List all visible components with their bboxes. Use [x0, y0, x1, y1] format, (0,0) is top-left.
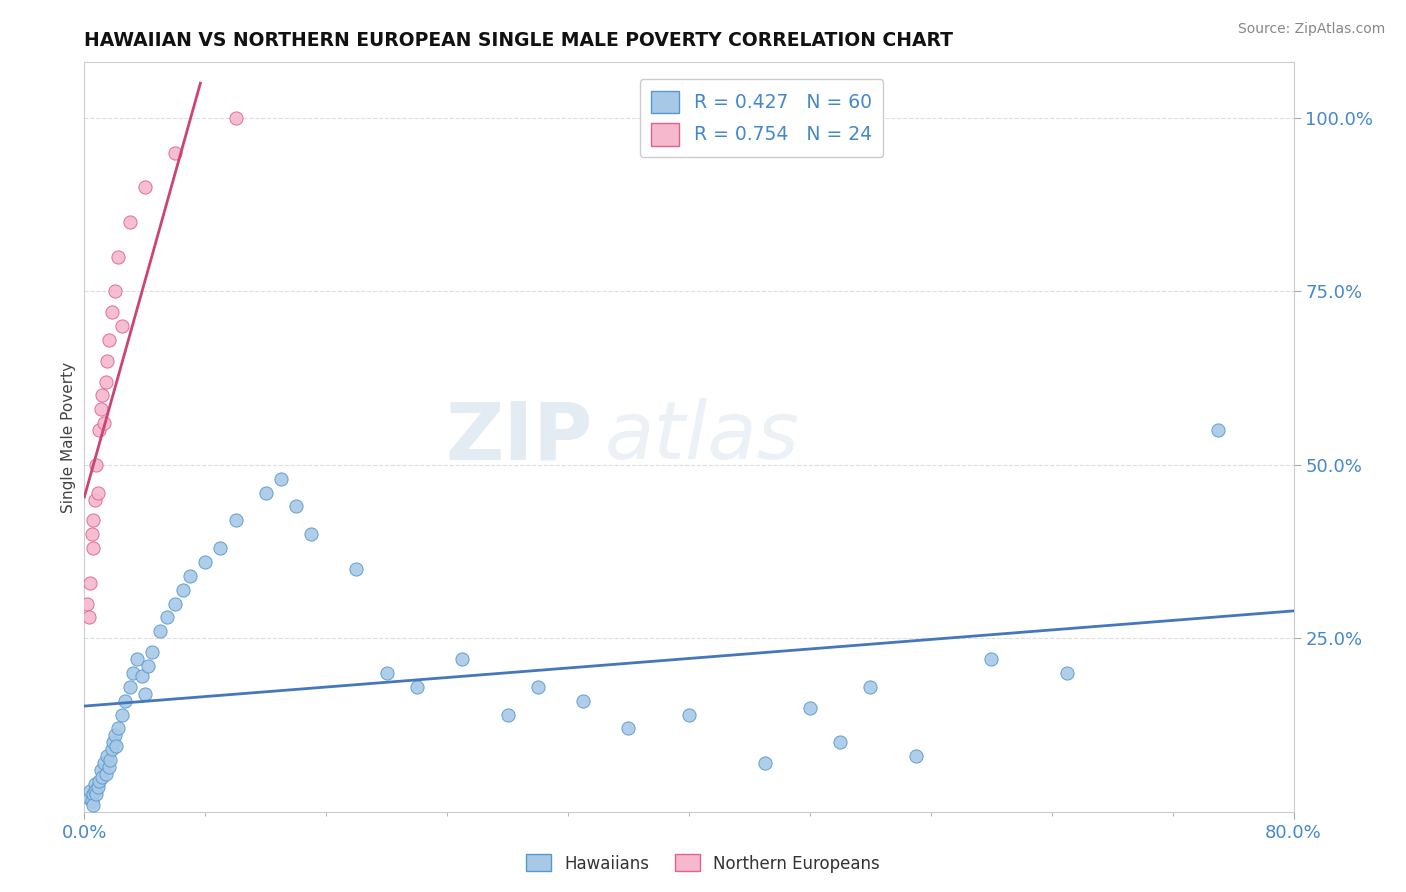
Point [754, 756, 776, 771]
Point [172, 582, 194, 597]
Text: atlas: atlas [605, 398, 799, 476]
Point [209, 541, 232, 555]
Point [149, 624, 172, 639]
Point [107, 722, 129, 736]
Point [89, 423, 111, 437]
Point [299, 527, 322, 541]
Point [101, 735, 124, 749]
Point [86, 458, 108, 472]
Point [678, 707, 700, 722]
Point [527, 680, 550, 694]
Point [96, 353, 118, 368]
Point [346, 562, 368, 576]
Legend: R = 0.427   N = 60, R = 0.754   N = 24: R = 0.427 N = 60, R = 0.754 N = 24 [640, 79, 883, 157]
Point [156, 610, 179, 624]
Point [451, 652, 474, 666]
Point [84, 492, 107, 507]
Point [80, 794, 103, 808]
Point [165, 597, 187, 611]
Point [134, 180, 156, 194]
Point [82, 541, 104, 555]
Point [1206, 423, 1229, 437]
Point [107, 250, 129, 264]
Point [118, 215, 141, 229]
Point [84, 777, 107, 791]
Legend: Hawaiians, Northern Europeans: Hawaiians, Northern Europeans [520, 847, 886, 880]
Point [104, 285, 127, 299]
Point [82, 513, 104, 527]
Point [104, 728, 127, 742]
Point [111, 319, 134, 334]
Point [97, 333, 120, 347]
Point [77, 610, 100, 624]
Point [97, 759, 120, 773]
Point [111, 707, 134, 722]
Text: Source: ZipAtlas.com: Source: ZipAtlas.com [1237, 22, 1385, 37]
Point [82, 797, 104, 812]
Point [91, 388, 114, 402]
Point [285, 500, 308, 514]
Text: HAWAIIAN VS NORTHERN EUROPEAN SINGLE MALE POVERTY CORRELATION CHART: HAWAIIAN VS NORTHERN EUROPEAN SINGLE MAL… [84, 30, 953, 50]
Text: ZIP: ZIP [444, 398, 592, 476]
Point [904, 749, 927, 764]
Point [79, 575, 101, 590]
Point [82, 788, 104, 802]
Point [165, 145, 187, 160]
Point [617, 722, 640, 736]
Point [90, 402, 112, 417]
Point [80, 527, 103, 541]
Point [121, 665, 143, 680]
Point [79, 784, 101, 798]
Y-axis label: Single Male Poverty: Single Male Poverty [60, 361, 76, 513]
Point [93, 756, 115, 771]
Point [225, 513, 247, 527]
Point [141, 645, 163, 659]
Point [375, 665, 398, 680]
Point [859, 680, 882, 694]
Point [179, 569, 201, 583]
Point [91, 770, 114, 784]
Point [980, 652, 1002, 666]
Point [406, 680, 429, 694]
Point [136, 659, 159, 673]
Point [114, 694, 136, 708]
Point [572, 694, 595, 708]
Point [76, 597, 98, 611]
Point [87, 485, 110, 500]
Point [194, 555, 217, 569]
Point [89, 773, 111, 788]
Point [94, 375, 117, 389]
Point [1056, 665, 1078, 680]
Point [830, 735, 852, 749]
Point [118, 680, 141, 694]
Point [254, 485, 277, 500]
Point [105, 739, 128, 753]
Point [100, 742, 122, 756]
Point [98, 753, 121, 767]
Point [87, 780, 110, 795]
Point [496, 707, 519, 722]
Point [134, 687, 156, 701]
Point [225, 111, 247, 125]
Point [94, 766, 117, 780]
Point [131, 669, 153, 683]
Point [127, 652, 149, 666]
Point [96, 749, 118, 764]
Point [77, 790, 100, 805]
Point [799, 700, 821, 714]
Point [93, 416, 115, 430]
Point [90, 763, 112, 777]
Point [86, 788, 108, 802]
Point [270, 472, 292, 486]
Point [100, 305, 122, 319]
Point [84, 784, 107, 798]
